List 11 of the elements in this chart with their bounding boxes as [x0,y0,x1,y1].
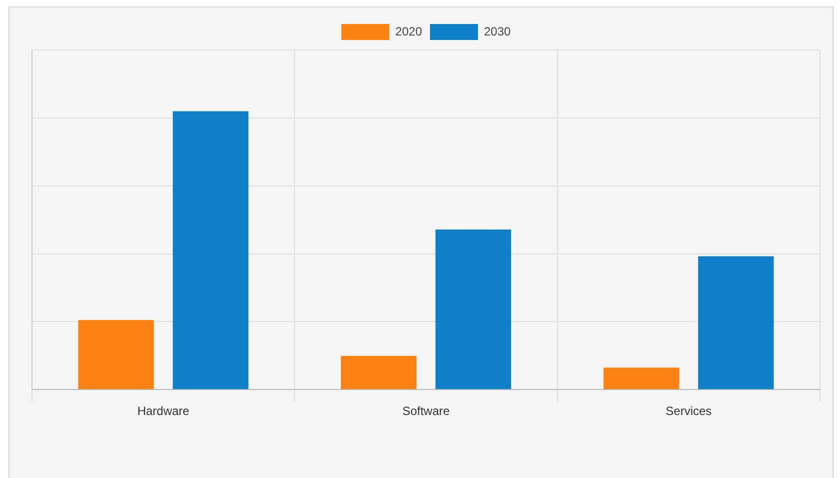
x-tick-label: Software [402,404,450,418]
bar [698,256,774,390]
x-tick-label: Hardware [137,404,190,418]
legend-label: 2030 [484,24,512,38]
legend-label: 2020 [395,24,422,38]
bar [172,111,248,390]
bar [435,230,512,390]
bar [78,320,154,390]
bar [340,356,417,390]
bar [604,368,680,390]
x-tick-label: Services [666,404,712,418]
